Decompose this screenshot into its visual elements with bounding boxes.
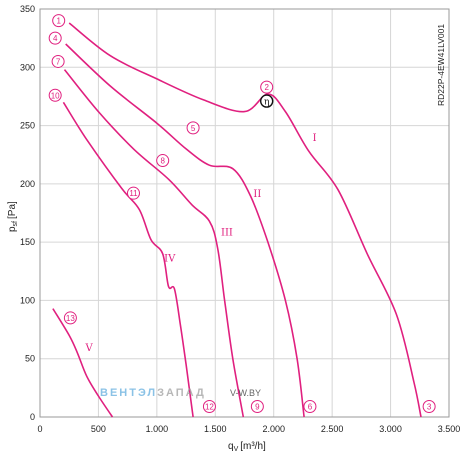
x-tick-label: 1.500 [204, 424, 227, 434]
curve-ii [65, 43, 305, 418]
point-marker-5: 5 [186, 121, 200, 135]
watermark-site: V-W.BY [230, 388, 261, 398]
x-axis-main: q [228, 441, 234, 452]
curve-v [52, 308, 114, 418]
point-number: 5 [191, 124, 196, 133]
watermark: ВЕНТЭЛЗАПАД V-W.BY [100, 387, 261, 399]
x-axis-unit: [m³/h] [240, 441, 266, 452]
watermark-brand-a: ВЕНТЭЛ [100, 387, 157, 399]
point-marker-2: 2 [260, 80, 274, 94]
x-tick-label: 1.000 [146, 424, 169, 434]
x-tick-label: 2.500 [321, 424, 344, 434]
x-tick-label: 3.000 [379, 424, 402, 434]
point-circle [260, 80, 274, 94]
y-tick-label: 150 [20, 237, 35, 247]
point-marker-10: 10 [48, 88, 62, 102]
y-tick-label: 350 [20, 4, 35, 14]
point-marker-11: 11 [126, 186, 140, 200]
point-number: 9 [255, 403, 260, 412]
curve-label-iv: IV [164, 253, 176, 264]
y-tick-label: 200 [20, 179, 35, 189]
point-marker-9: 9 [250, 400, 264, 414]
point-circle [303, 400, 317, 414]
y-axis-unit: [Pa] [7, 201, 18, 219]
point-number: 4 [53, 34, 58, 43]
point-circle [186, 121, 200, 135]
point-number: 1 [56, 17, 61, 26]
point-marker-8: 8 [156, 154, 170, 168]
point-marker-4: 4 [48, 31, 62, 45]
plot-frame [39, 8, 450, 418]
svg-text:ВЕНТЭЛЗАПАД: ВЕНТЭЛЗАПАД [100, 387, 206, 399]
point-marker-1: 1 [52, 14, 66, 28]
point-circle [422, 400, 436, 414]
curve-label-v: V [84, 343, 93, 354]
y-tick-label: 50 [25, 354, 35, 364]
y-tick-label: 0 [30, 412, 35, 422]
point-number: 8 [160, 157, 165, 166]
point-number: 2 [264, 83, 269, 92]
x-tick-label: 2.000 [262, 424, 285, 434]
point-marker-7: 7 [51, 54, 65, 68]
point-number: 10 [51, 91, 60, 100]
point-number: 6 [308, 403, 313, 412]
point-number: 7 [56, 57, 61, 66]
point-marker-6: 6 [303, 400, 317, 414]
point-circle [52, 14, 66, 28]
point-circle [51, 54, 65, 68]
point-circle [48, 31, 62, 45]
point-number: 3 [427, 403, 432, 412]
model-label: RD22P-4EW41LV001 [436, 24, 446, 106]
point-circle [250, 400, 264, 414]
y-tick-label: 100 [20, 295, 35, 305]
x-axis-sub: V [234, 446, 239, 453]
x-tick-label: 500 [91, 424, 106, 434]
point-marker-3: 3 [422, 400, 436, 414]
point-number: 11 [129, 189, 138, 198]
point-circle [63, 311, 77, 325]
optimum-symbol: η [264, 98, 269, 108]
grid [39, 8, 450, 418]
point-marker-13: 13 [63, 311, 77, 325]
point-number: 12 [205, 403, 214, 412]
axes: 0 500 1.000 1.500 2.000 2.500 3.000 3.500 0 50 100… [20, 4, 460, 434]
curve-label-iii: III [221, 228, 233, 239]
x-tick-label: 3.500 [438, 424, 461, 434]
y-tick-label: 300 [20, 62, 35, 72]
point-circle [156, 154, 170, 168]
efficiency-optimum-marker: η [260, 94, 274, 108]
y-axis-main: p [7, 226, 18, 232]
curve-iv [62, 101, 194, 418]
optimum-circle [260, 94, 274, 108]
point-circle [126, 186, 140, 200]
watermark-brand-b: ЗАПАД [157, 387, 206, 399]
curve-i [68, 22, 422, 418]
y-axis-title: psf [Pa] [7, 201, 19, 232]
performance-curves [52, 22, 422, 418]
y-tick-label: 250 [20, 121, 35, 131]
curve-iii [63, 69, 245, 418]
curve-label-ii: II [253, 189, 261, 200]
y-axis-sub: sf [12, 221, 19, 227]
curve-label-i: I [313, 133, 317, 144]
point-circle [48, 88, 62, 102]
point-marker-12: 12 [202, 400, 216, 414]
point-number: 13 [66, 314, 75, 323]
x-axis-title: qV [m³/h] [228, 441, 266, 453]
x-tick-label: 0 [37, 424, 42, 434]
point-circle [202, 400, 216, 414]
